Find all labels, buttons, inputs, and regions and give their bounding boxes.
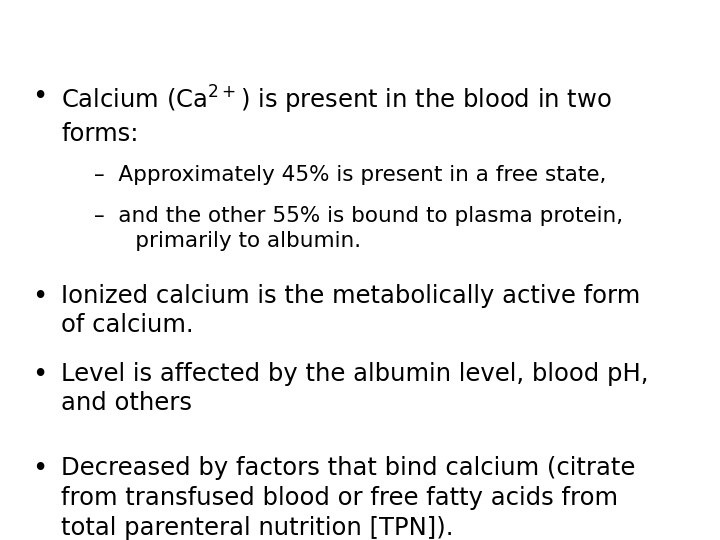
Text: Decreased by factors that bind calcium (citrate
from transfused blood or free fa: Decreased by factors that bind calcium (… <box>61 456 636 539</box>
Text: –  Approximately 45% is present in a free state,: – Approximately 45% is present in a free… <box>94 165 606 185</box>
Text: Level is affected by the albumin level, blood pH,
and others: Level is affected by the albumin level, … <box>61 362 649 415</box>
Text: Calcium (Ca$^{2+}$) is present in the blood in two
forms:: Calcium (Ca$^{2+}$) is present in the bl… <box>61 84 612 146</box>
Text: –  and the other 55% is bound to plasma protein,
      primarily to albumin.: – and the other 55% is bound to plasma p… <box>94 206 623 251</box>
Text: •: • <box>32 456 48 482</box>
Text: Ionized calcium is the metabolically active form
of calcium.: Ionized calcium is the metabolically act… <box>61 284 641 337</box>
Text: •: • <box>32 362 48 388</box>
Text: •: • <box>32 84 48 110</box>
Text: •: • <box>32 284 48 309</box>
